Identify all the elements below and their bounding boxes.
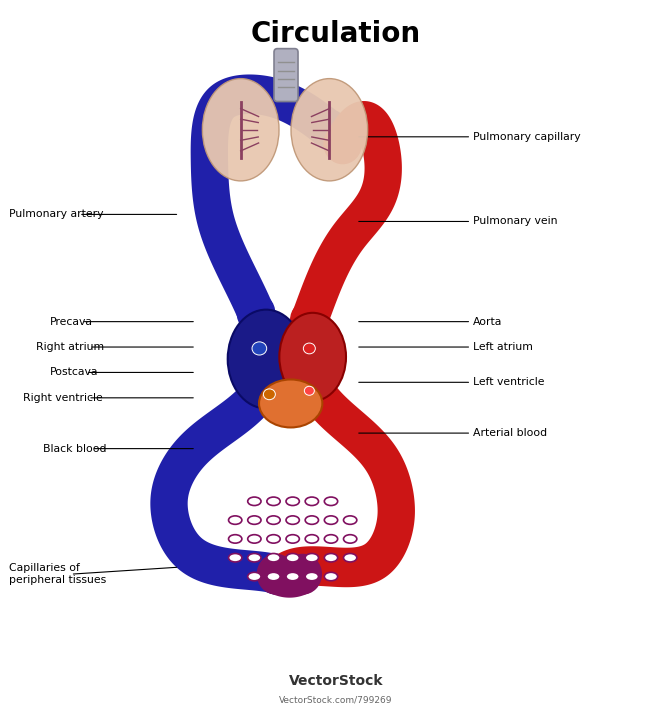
Text: VectorStock: VectorStock <box>289 675 383 688</box>
Ellipse shape <box>248 553 261 562</box>
Text: Postcava: Postcava <box>50 368 98 378</box>
Ellipse shape <box>291 79 368 181</box>
Text: Arterial blood: Arterial blood <box>472 428 547 438</box>
Ellipse shape <box>305 553 319 562</box>
Polygon shape <box>151 385 281 593</box>
Circle shape <box>310 110 348 149</box>
Text: Pulmonary vein: Pulmonary vein <box>472 216 557 227</box>
Ellipse shape <box>228 310 304 408</box>
Ellipse shape <box>343 516 357 524</box>
Polygon shape <box>191 75 341 321</box>
Circle shape <box>297 371 335 410</box>
Ellipse shape <box>325 553 337 562</box>
Ellipse shape <box>248 572 261 581</box>
Ellipse shape <box>267 535 280 543</box>
Ellipse shape <box>259 380 323 427</box>
Ellipse shape <box>248 516 261 524</box>
Ellipse shape <box>286 553 299 562</box>
Text: Left atrium: Left atrium <box>472 342 532 352</box>
Text: Left ventricle: Left ventricle <box>472 378 544 387</box>
Text: Pulmonary artery: Pulmonary artery <box>9 210 104 220</box>
Ellipse shape <box>228 535 242 543</box>
FancyBboxPatch shape <box>274 48 298 102</box>
Ellipse shape <box>228 516 242 524</box>
Ellipse shape <box>286 497 299 506</box>
Text: VectorStock.com/799269: VectorStock.com/799269 <box>280 695 392 705</box>
Polygon shape <box>271 380 415 589</box>
Text: Aorta: Aorta <box>472 316 502 326</box>
Circle shape <box>237 294 275 333</box>
Text: Circulation: Circulation <box>251 21 421 48</box>
Circle shape <box>257 555 295 594</box>
Ellipse shape <box>286 535 299 543</box>
Text: Pulmonary capillary: Pulmonary capillary <box>472 132 580 141</box>
Circle shape <box>264 555 301 594</box>
Text: Right ventricle: Right ventricle <box>23 392 103 403</box>
Polygon shape <box>292 101 402 328</box>
Ellipse shape <box>267 497 280 506</box>
Circle shape <box>237 378 275 417</box>
Ellipse shape <box>303 343 315 354</box>
Ellipse shape <box>305 572 319 581</box>
Circle shape <box>257 555 295 594</box>
Ellipse shape <box>280 313 346 401</box>
Ellipse shape <box>286 516 299 524</box>
Ellipse shape <box>267 516 280 524</box>
Ellipse shape <box>343 535 357 543</box>
Ellipse shape <box>252 342 267 355</box>
Ellipse shape <box>325 516 337 524</box>
Ellipse shape <box>248 497 261 506</box>
Ellipse shape <box>325 572 337 581</box>
Ellipse shape <box>305 497 319 506</box>
Text: Capillaries of
peripheral tissues: Capillaries of peripheral tissues <box>9 563 107 585</box>
Circle shape <box>324 124 362 164</box>
Ellipse shape <box>305 535 319 543</box>
Ellipse shape <box>228 553 242 562</box>
Ellipse shape <box>267 553 280 562</box>
Ellipse shape <box>305 516 319 524</box>
Ellipse shape <box>263 389 276 400</box>
Circle shape <box>291 301 328 340</box>
Circle shape <box>284 555 321 594</box>
Ellipse shape <box>343 553 357 562</box>
Ellipse shape <box>325 535 337 543</box>
Text: Right atrium: Right atrium <box>36 342 104 352</box>
Text: Precava: Precava <box>50 316 93 326</box>
Ellipse shape <box>304 386 314 395</box>
Ellipse shape <box>202 79 279 181</box>
Ellipse shape <box>267 572 280 581</box>
Polygon shape <box>267 557 312 598</box>
Ellipse shape <box>325 497 337 506</box>
Ellipse shape <box>286 572 299 581</box>
Ellipse shape <box>248 535 261 543</box>
Text: Black blood: Black blood <box>43 444 106 454</box>
